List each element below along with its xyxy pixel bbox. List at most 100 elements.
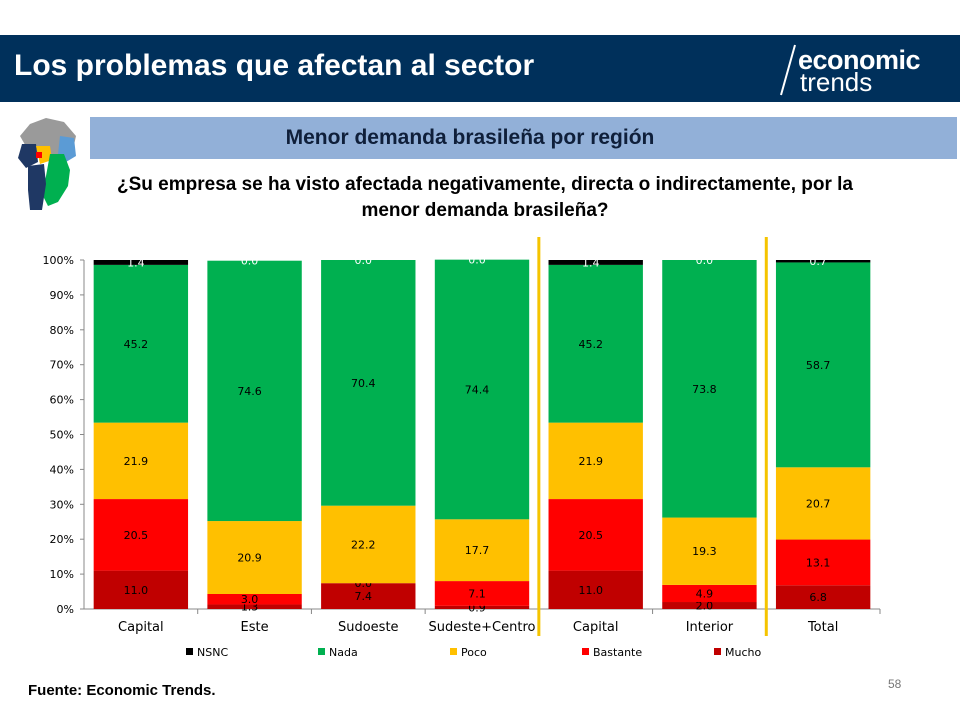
x-tick-label: Interior [686, 620, 734, 635]
data-label: 1.4 [127, 256, 145, 269]
data-label: 11.0 [578, 584, 603, 597]
bar-segment-bastante [548, 499, 643, 571]
data-label: 74.6 [237, 385, 262, 398]
bar-segment-mucho [207, 604, 302, 609]
x-tick-label: Total [807, 620, 838, 635]
bar-segment-mucho [548, 570, 643, 609]
data-label: 58.7 [806, 359, 831, 372]
data-label: 1.4 [582, 256, 600, 269]
uruguay-map-icon [18, 118, 76, 210]
legend-label-mucho: Mucho [725, 646, 761, 659]
chart-subtitle: Menor demanda brasileña por región [285, 126, 655, 149]
bar-segment-poco [207, 521, 302, 594]
bar-segment-poco [434, 519, 530, 582]
data-label: 6.8 [809, 591, 827, 604]
data-label: 0.0 [468, 254, 486, 267]
bar-segment-bastante [93, 499, 189, 571]
data-label: 0.0 [355, 254, 373, 267]
data-label: 13.1 [806, 556, 831, 569]
bar-segment-poco [775, 467, 871, 540]
bar-segment-nada [775, 262, 871, 468]
data-label: 45.2 [578, 338, 603, 351]
data-label: 73.8 [692, 383, 717, 396]
data-label: 20.5 [578, 529, 603, 542]
x-tick-label: Este [241, 620, 269, 635]
y-tick-label: 90% [50, 289, 74, 302]
data-label: 0.0 [696, 254, 714, 267]
y-tick-label: 40% [50, 463, 74, 476]
legend-label-poco: Poco [461, 646, 487, 659]
survey-question: ¿Su empresa se ha visto afectada negativ… [90, 172, 880, 224]
legend-label-nsnc: NSNC [197, 646, 228, 659]
y-tick-label: 70% [50, 359, 74, 372]
data-label: 74.4 [465, 383, 490, 396]
data-label: 7.4 [355, 590, 373, 603]
bar-segment-poco [548, 422, 643, 500]
data-label: 3.0 [241, 593, 259, 606]
page-title: Los problemas que afectan al sector [14, 49, 535, 82]
bar-segment-mucho [93, 570, 189, 609]
page-number: 58 [888, 677, 902, 691]
bar-segment-nsnc [775, 260, 871, 263]
legend-swatch-nsnc [186, 648, 193, 655]
bar-segment-nada [434, 259, 530, 520]
legend-swatch-mucho [714, 648, 721, 655]
logo-word-economic: economic [798, 45, 921, 75]
data-label: 22.2 [351, 538, 376, 551]
legend-label-nada: Nada [329, 646, 358, 659]
legend-label-bastante: Bastante [593, 646, 642, 659]
data-label: 7.1 [468, 587, 486, 600]
data-label: 0.0 [241, 255, 259, 268]
y-tick-label: 50% [50, 429, 74, 442]
logo-slash-icon [780, 44, 796, 96]
question-line-2: menor demanda brasileña? [361, 200, 609, 221]
legend-swatch-poco [450, 648, 457, 655]
data-label: 17.7 [465, 544, 490, 557]
x-tick-label: Sudeste+Centro [429, 620, 536, 635]
y-tick-label: 0% [57, 603, 74, 616]
bar-segment-nada [321, 260, 416, 506]
bar-segment-bastante [775, 539, 871, 586]
data-label: 11.0 [124, 584, 149, 597]
question-line-1: ¿Su empresa se ha visto afectada negativ… [117, 174, 853, 195]
y-tick-label: 10% [50, 568, 74, 581]
y-tick-label: 60% [50, 394, 74, 407]
data-label: 20.7 [806, 497, 831, 510]
y-tick-label: 20% [50, 533, 74, 546]
bar-segment-bastante [434, 581, 530, 606]
x-tick-label: Capital [118, 620, 164, 635]
data-label: 19.3 [692, 545, 717, 558]
legend-swatch-bastante [582, 648, 589, 655]
data-label: 21.9 [124, 455, 149, 468]
data-label: 4.9 [696, 587, 714, 600]
subtitle-band: Menor demanda brasileña por región [90, 117, 957, 159]
bar-segment-mucho [434, 605, 530, 609]
bar-segment-mucho [321, 583, 416, 609]
bar-segment-nada [93, 264, 189, 423]
economic-trends-logo: economic trends [776, 41, 956, 97]
data-label: 70.4 [351, 377, 376, 390]
bar-segment-nada [662, 260, 757, 518]
data-label: 0.7 [809, 255, 827, 268]
bar-segment-poco [321, 505, 416, 584]
header-bar: Los problemas que afectan al sector econ… [0, 35, 960, 102]
data-label: 21.9 [578, 455, 603, 468]
bar-segment-bastante [207, 593, 302, 605]
bar-segment-nsnc [548, 260, 643, 265]
bar-segment-bastante [662, 584, 757, 603]
legend-swatch-nada [318, 648, 325, 655]
data-label: 20.5 [124, 529, 149, 542]
y-tick-label: 80% [50, 324, 74, 337]
y-tick-label: 100% [43, 254, 74, 267]
bar-segment-poco [662, 517, 757, 585]
data-label: 45.2 [124, 338, 149, 351]
bar-segment-nada [207, 260, 302, 522]
logo-word-trends: trends [800, 67, 873, 97]
data-label: 2.0 [696, 600, 714, 613]
bar-segment-poco [93, 422, 189, 500]
x-tick-label: Sudoeste [338, 620, 399, 635]
x-tick-label: Capital [573, 620, 619, 635]
source-note: Fuente: Economic Trends. [28, 682, 216, 699]
stacked-bar-chart: 0% 10% 20% 30% 40% 50% 60% 70% 80% 90% 100% 11.0 20.… [43, 237, 881, 659]
data-label: 20.9 [237, 552, 262, 565]
